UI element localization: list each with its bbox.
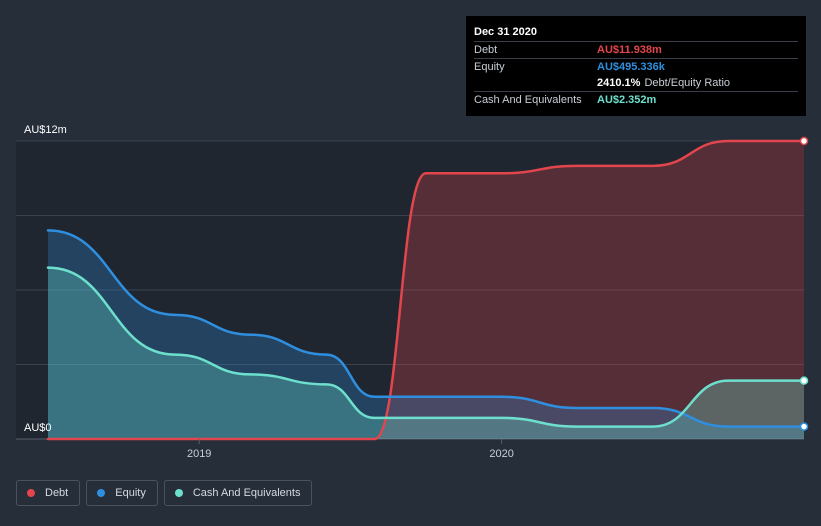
tooltip-date: Dec 31 2020 — [474, 26, 537, 38]
legend-debt-dot-icon — [27, 489, 35, 497]
chart-tooltip: Dec 31 2020 Debt AU$11.938m Equity AU$49… — [466, 16, 806, 116]
x-tick-label: 2020 — [489, 448, 513, 460]
tooltip-ratio-value: 2410.1% — [597, 77, 641, 89]
equity-line — [46, 229, 806, 428]
debt-area — [48, 141, 804, 439]
cash-end-marker — [799, 376, 809, 385]
cash-line — [46, 266, 806, 428]
tooltip-debt-value: AU$11.938m — [597, 44, 662, 56]
cash-area — [48, 267, 804, 439]
tooltip-cash-value: AU$2.352m — [597, 94, 657, 106]
x-tick-label: 2019 — [187, 448, 211, 460]
tooltip-cash-row: Cash And Equivalents AU$2.352m — [474, 91, 798, 108]
equity-area — [48, 230, 804, 439]
tooltip-debt-label: Debt — [474, 44, 498, 56]
equity-end-marker — [799, 422, 809, 431]
y-tick-label: AU$12m — [24, 124, 67, 136]
debt-end-marker — [799, 136, 809, 146]
chart-legend: Debt Equity Cash And Equivalents — [16, 480, 313, 506]
series-areas — [48, 141, 804, 439]
tooltip-cash-label: Cash And Equivalents — [474, 94, 582, 106]
tooltip-debt-row: Debt AU$11.938m — [474, 41, 798, 58]
tooltip-equity-value: AU$495.336k — [597, 61, 665, 73]
debt-line — [46, 139, 806, 441]
legend-item-debt[interactable]: Debt — [16, 480, 81, 506]
tooltip-equity-row: Equity AU$495.336k — [474, 58, 798, 75]
legend-cash-label: Cash And Equivalents — [192, 487, 301, 499]
tooltip-ratio-row: 2410.1% Debt/Equity Ratio — [474, 75, 798, 91]
legend-debt-label: Debt — [45, 487, 69, 499]
y-tick-label: AU$0 — [24, 422, 52, 434]
legend-equity-dot-icon — [97, 489, 106, 497]
tooltip-ratio-label: Debt/Equity Ratio — [644, 77, 731, 89]
legend-cash-dot-icon — [174, 489, 183, 497]
legend-item-equity[interactable]: Equity — [86, 480, 158, 506]
series-lines — [46, 139, 806, 441]
axes: AU$12m AU$0 2019 2020 — [24, 124, 514, 460]
legend-item-cash[interactable]: Cash And Equivalents — [163, 480, 313, 506]
legend-equity-label: Equity — [115, 487, 146, 499]
series-end-markers — [799, 136, 809, 431]
tooltip-equity-label: Equity — [474, 61, 505, 73]
